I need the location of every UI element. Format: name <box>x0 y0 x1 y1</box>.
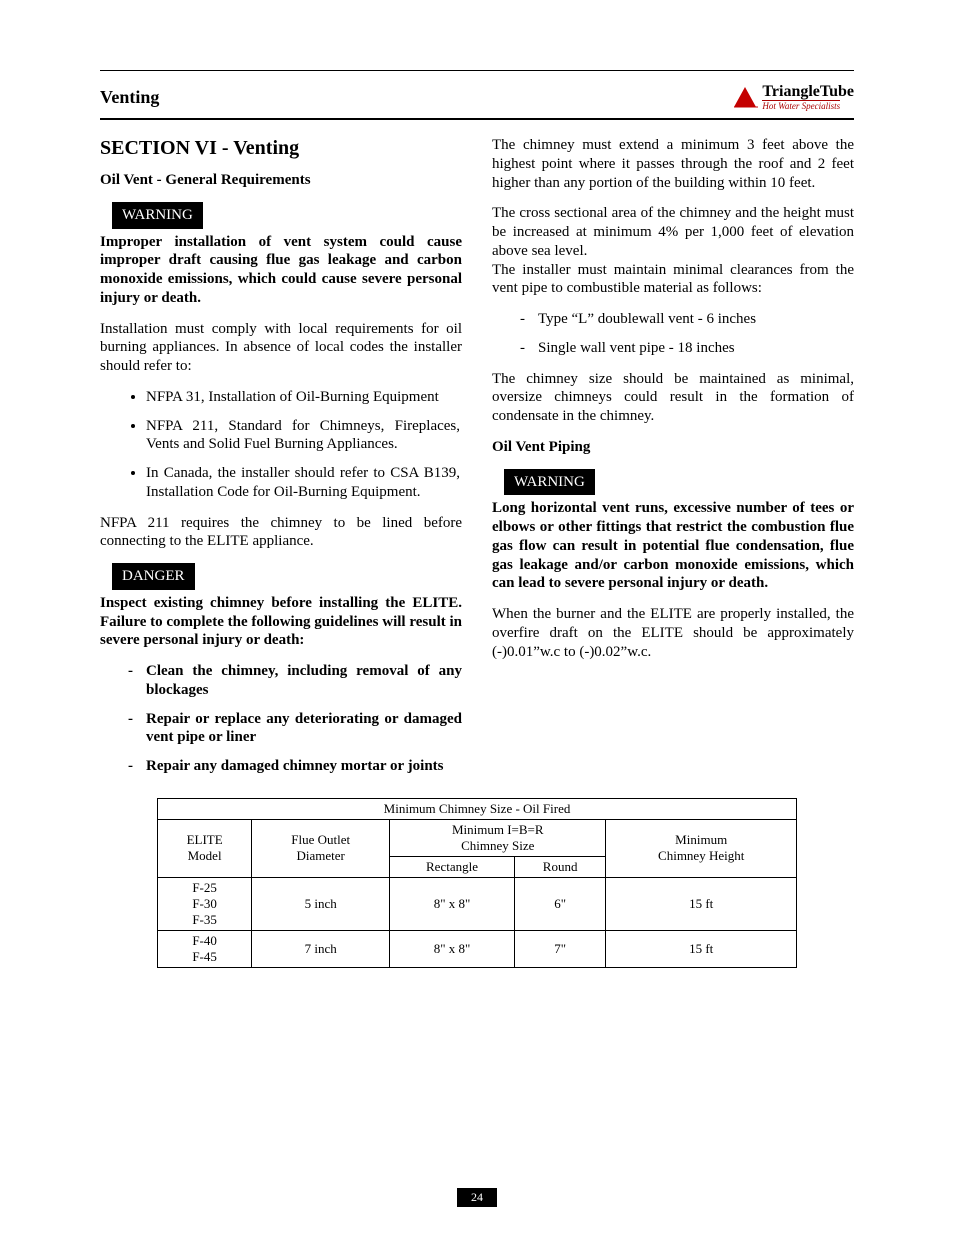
warning-text: Improper installation of vent system cou… <box>100 233 462 308</box>
list-item: NFPA 31, Installation of Oil-Burning Equ… <box>146 388 462 407</box>
cell-flue: 7 inch <box>252 930 390 967</box>
warning-badge: WARNING <box>504 469 595 496</box>
cell-text: Minimum <box>675 832 727 847</box>
cell-text: F-30 <box>192 896 217 911</box>
triangle-icon <box>732 85 758 109</box>
cell-text: F-25 <box>192 880 217 895</box>
cell-height: 15 ft <box>606 930 797 967</box>
cross-paragraph: The cross sectional area of the chimney … <box>492 204 854 260</box>
cell-models: F-40 F-45 <box>158 930 252 967</box>
standards-list: NFPA 31, Installation of Oil-Burning Equ… <box>100 388 462 502</box>
cell-round: 7" <box>514 930 606 967</box>
col-round: Round <box>514 856 606 877</box>
cell-rect: 8" x 8" <box>390 930 515 967</box>
list-item: Single wall vent pipe - 18 inches <box>520 339 854 358</box>
cell-round: 6" <box>514 877 606 930</box>
cell-text: Flue Outlet <box>291 832 350 847</box>
header-row: Venting TriangleTube Hot Water Specialis… <box>100 79 854 115</box>
rule-top-thin <box>100 70 854 71</box>
danger-list: Clean the chimney, including removal of … <box>100 662 462 776</box>
cell-text: Model <box>188 848 222 863</box>
cell-height: 15 ft <box>606 877 797 930</box>
list-item: Clean the chimney, including removal of … <box>128 662 462 700</box>
cell-text: ELITE <box>187 832 223 847</box>
cell-flue: 5 inch <box>252 877 390 930</box>
piping-title: Oil Vent Piping <box>492 438 854 457</box>
left-column: SECTION VI - Venting Oil Vent - General … <box>100 136 462 788</box>
extend-paragraph: The chimney must extend a minimum 3 feet… <box>492 136 854 192</box>
section-title: SECTION VI - Venting <box>100 136 462 161</box>
col-minsize: Minimum I=B=R Chimney Size <box>390 819 606 856</box>
logo-main: TriangleTube <box>762 84 854 100</box>
warning-text-2: Long horizontal vent runs, excessive num… <box>492 499 854 593</box>
rule-top-thick <box>100 118 854 120</box>
danger-badge: DANGER <box>112 563 195 590</box>
cell-text: Minimum I=B=R <box>452 822 544 837</box>
logo-sub: Hot Water Specialists <box>762 100 840 111</box>
list-item: Repair or replace any deteriorating or d… <box>128 710 462 748</box>
cell-rect: 8" x 8" <box>390 877 515 930</box>
clearance-paragraph: The installer must maintain minimal clea… <box>492 261 854 299</box>
page: Venting TriangleTube Hot Water Specialis… <box>0 0 954 1235</box>
col-rect: Rectangle <box>390 856 515 877</box>
col-model: ELITE Model <box>158 819 252 877</box>
page-number: 24 <box>457 1188 497 1207</box>
col-flue: Flue Outlet Diameter <box>252 819 390 877</box>
table-row: Minimum Chimney Size - Oil Fired <box>158 798 797 819</box>
subsection-title: Oil Vent - General Requirements <box>100 171 462 190</box>
two-column-body: SECTION VI - Venting Oil Vent - General … <box>100 136 854 788</box>
install-paragraph: Installation must comply with local requ… <box>100 320 462 376</box>
cell-text: Diameter <box>296 848 344 863</box>
draft-paragraph: When the burner and the ELITE are proper… <box>492 605 854 661</box>
page-number-wrap: 24 <box>0 1188 954 1207</box>
chimney-table: Minimum Chimney Size - Oil Fired ELITE M… <box>157 798 797 968</box>
table-row: F-40 F-45 7 inch 8" x 8" 7" 15 ft <box>158 930 797 967</box>
clearance-list: Type “L” doublewall vent - 6 inches Sing… <box>492 310 854 358</box>
list-item: Type “L” doublewall vent - 6 inches <box>520 310 854 329</box>
warning-badge: WARNING <box>112 202 203 229</box>
table-row: ELITE Model Flue Outlet Diameter Minimum… <box>158 819 797 856</box>
nfpa-paragraph: NFPA 211 requires the chimney to be line… <box>100 514 462 552</box>
danger-text: Inspect existing chimney before installi… <box>100 594 462 650</box>
list-item: NFPA 211, Standard for Chimneys, Firepla… <box>146 417 462 455</box>
col-height: Minimum Chimney Height <box>606 819 797 877</box>
running-title: Venting <box>100 87 159 108</box>
logo-text: TriangleTube Hot Water Specialists <box>762 84 854 111</box>
brand-logo: TriangleTube Hot Water Specialists <box>732 84 854 111</box>
table-title: Minimum Chimney Size - Oil Fired <box>158 798 797 819</box>
cell-models: F-25 F-30 F-35 <box>158 877 252 930</box>
size-paragraph: The chimney size should be maintained as… <box>492 370 854 426</box>
cell-text: F-35 <box>192 912 217 927</box>
cell-text: Chimney Height <box>658 848 744 863</box>
right-column: The chimney must extend a minimum 3 feet… <box>492 136 854 788</box>
table-row: F-25 F-30 F-35 5 inch 8" x 8" 6" 15 ft <box>158 877 797 930</box>
cell-text: F-45 <box>192 949 217 964</box>
cell-text: Chimney Size <box>461 838 534 853</box>
list-item: In Canada, the installer should refer to… <box>146 464 462 502</box>
list-item: Repair any damaged chimney mortar or joi… <box>128 757 462 776</box>
cell-text: F-40 <box>192 933 217 948</box>
